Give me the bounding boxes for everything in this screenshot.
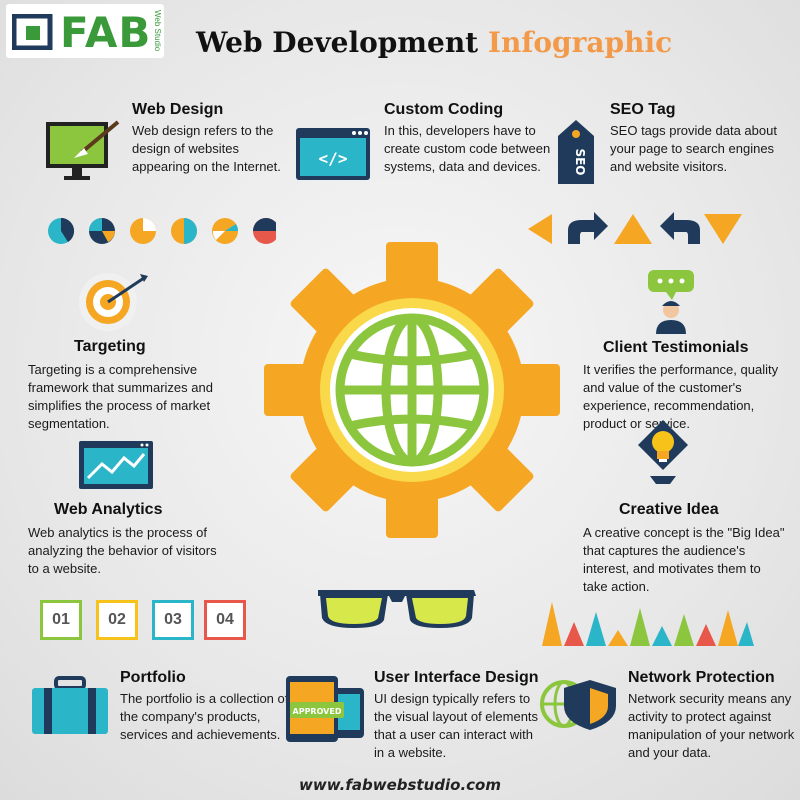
code-window-icon: </> — [296, 128, 370, 180]
section-portfolio: Portfolio The portfolio is a collection … — [120, 669, 295, 744]
arrow-down-icon — [704, 214, 742, 244]
network-protection-text: Network security means any activity to p… — [628, 691, 795, 760]
section-targeting: Targeting Targeting is a comprehensive f… — [28, 338, 228, 433]
portfolio-heading: Portfolio — [120, 669, 186, 686]
section-creative-idea: Creative Idea A creative concept is the … — [583, 501, 788, 596]
steps-row: 01 02 03 04 — [40, 600, 250, 640]
section-network-protection: Network Protection Network security mean… — [628, 669, 798, 762]
step-01: 01 — [40, 600, 82, 640]
section-seo-tag: SEO Tag SEO tags provide data about your… — [610, 101, 780, 176]
ui-design-text: UI design typically refers to the visual… — [374, 691, 539, 760]
logo-subtitle: Web Studio — [153, 10, 162, 52]
pie-icon-1 — [48, 217, 75, 244]
title-part-1: Web Development — [196, 26, 479, 59]
arrow-turn-right-icon — [568, 212, 608, 244]
custom-coding-heading: Custom Coding — [384, 101, 504, 118]
section-custom-coding: Custom Coding In this, developers have t… — [384, 101, 554, 176]
section-ui-design: User Interface Design UI design typicall… — [374, 669, 546, 762]
lightbulb-idea-icon — [638, 420, 688, 484]
targeting-heading: Targeting — [74, 338, 146, 355]
seo-tag-icon: SEO — [558, 120, 594, 184]
monitor-brush-icon — [46, 120, 120, 180]
section-web-analytics: Web Analytics Web analytics is the proce… — [28, 501, 228, 578]
ui-design-heading: User Interface Design — [374, 669, 539, 686]
website-url[interactable]: www.fabwebstudio.com — [299, 776, 501, 794]
step-03: 03 — [152, 600, 194, 640]
pie-icon-3 — [130, 218, 156, 244]
glasses-icon — [318, 590, 476, 628]
globe-shield-icon — [540, 680, 616, 730]
brand-logo: FAB Web Studio — [6, 4, 164, 58]
creative-idea-heading: Creative Idea — [619, 501, 719, 518]
analytics-chart-icon — [79, 441, 153, 489]
code-symbol: </> — [319, 149, 348, 168]
logo-text: FAB — [60, 8, 152, 57]
client-testimonials-heading: Client Testimonials — [603, 339, 749, 356]
web-analytics-text: Web analytics is the process of analyzin… — [28, 525, 217, 576]
targeting-text: Targeting is a comprehensive framework t… — [28, 362, 213, 431]
arrow-left-icon — [528, 214, 552, 244]
seo-tag-heading: SEO Tag — [610, 101, 676, 118]
devices-approved-icon: APPROVED — [286, 676, 364, 742]
pie-icons-row — [48, 217, 276, 244]
web-design-heading: Web Design — [132, 101, 224, 118]
logo-mark-icon — [12, 14, 53, 50]
triangles-decoration — [542, 602, 754, 646]
web-analytics-heading: Web Analytics — [54, 501, 163, 518]
arrow-turn-left-icon — [660, 212, 700, 244]
approved-label: APPROVED — [293, 707, 342, 716]
creative-idea-text: A creative concept is the "Big Idea" tha… — [583, 525, 785, 594]
target-icon — [79, 273, 148, 331]
section-client-testimonials: Client Testimonials It verifies the perf… — [583, 339, 783, 433]
pie-icon-2 — [89, 218, 115, 244]
portfolio-text: The portfolio is a collection of the com… — [120, 691, 289, 742]
network-protection-heading: Network Protection — [628, 669, 775, 686]
gear-globe-icon — [264, 242, 560, 538]
arrow-up-icon — [614, 214, 652, 244]
step-04: 04 — [204, 600, 246, 640]
web-design-text: Web design refers to the design of websi… — [132, 123, 281, 174]
title-part-2: Infographic — [487, 26, 673, 59]
pie-icon-5 — [212, 218, 239, 244]
step-02: 02 — [96, 600, 138, 640]
seo-label: SEO — [573, 148, 587, 175]
client-testimonials-text: It verifies the performance, quality and… — [583, 362, 779, 431]
briefcase-portfolio-icon — [32, 676, 108, 734]
pie-icon-6 — [253, 218, 276, 244]
pie-icon-4 — [171, 218, 197, 244]
page-title: Web Development Infographic — [196, 26, 672, 59]
custom-coding-text: In this, developers have to create custo… — [384, 123, 551, 174]
testimonial-person-icon — [648, 270, 694, 334]
seo-tag-text: SEO tags provide data about your page to… — [610, 123, 777, 174]
section-web-design: Web Design Web design refers to the desi… — [132, 101, 292, 176]
arrows-row — [528, 212, 742, 244]
